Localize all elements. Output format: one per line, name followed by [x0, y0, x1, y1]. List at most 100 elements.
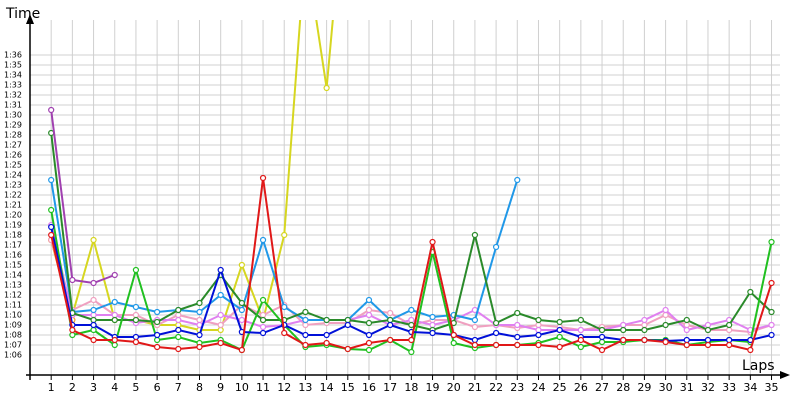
- data-point: [132, 316, 140, 324]
- data-point: [768, 308, 775, 316]
- x-tick-label: 16: [362, 381, 376, 394]
- x-tick-label: 7: [175, 381, 182, 394]
- x-tick-label: 11: [256, 381, 270, 394]
- x-tick-label: 33: [722, 381, 736, 394]
- data-point: [577, 336, 584, 344]
- data-point: [238, 346, 245, 354]
- x-tick-label: 28: [616, 381, 630, 394]
- x-tick-label: 32: [701, 381, 715, 394]
- y-tick-label: 1:21: [4, 201, 22, 210]
- data-point: [598, 326, 606, 334]
- data-point: [323, 316, 330, 324]
- data-point: [323, 331, 330, 339]
- data-point: [493, 341, 500, 349]
- data-point: [726, 336, 733, 344]
- y-tick-label: 1:33: [4, 81, 22, 90]
- data-point: [493, 319, 500, 327]
- data-point: [408, 306, 415, 314]
- data-point: [620, 326, 627, 334]
- data-point: [387, 316, 394, 324]
- data-point: [768, 331, 775, 339]
- data-point: [726, 321, 733, 329]
- y-tick-label: 1:14: [4, 271, 22, 280]
- data-point: [344, 316, 351, 324]
- y-axis-label: Time: [5, 6, 40, 22]
- data-point: [281, 231, 288, 239]
- data-point: [662, 311, 669, 319]
- data-point: [408, 316, 415, 324]
- data-point: [556, 343, 563, 351]
- data-point: [620, 321, 627, 329]
- data-point: [90, 321, 97, 329]
- data-point: [471, 341, 479, 349]
- data-point: [768, 238, 775, 246]
- x-tick-label: 9: [217, 381, 224, 394]
- x-tick-label: 23: [510, 381, 524, 394]
- y-tick-label: 1:12: [4, 291, 22, 300]
- x-tick-label: 29: [637, 381, 651, 394]
- data-point: [196, 299, 203, 307]
- x-tick-label: 31: [680, 381, 694, 394]
- data-point: [514, 333, 521, 341]
- data-point: [175, 311, 182, 319]
- data-point: [90, 306, 97, 314]
- data-point: [704, 321, 712, 329]
- data-point: [175, 316, 182, 324]
- x-tick-label: 14: [320, 381, 334, 394]
- data-point: [387, 336, 394, 344]
- data-point: [217, 311, 224, 319]
- y-tick-label: 1:26: [4, 151, 22, 160]
- data-point: [111, 336, 118, 344]
- y-tick-label: 1:11: [4, 301, 22, 310]
- data-point: [726, 326, 733, 334]
- data-point: [259, 329, 267, 337]
- y-tick-label: 1:30: [4, 111, 22, 120]
- y-tick-label: 1:24: [4, 171, 22, 180]
- y-tick-label: 1:15: [4, 261, 22, 270]
- data-point: [387, 321, 394, 329]
- data-point: [535, 321, 542, 329]
- data-point: [196, 331, 203, 339]
- data-point: [302, 316, 309, 324]
- y-axis-arrow: [26, 14, 34, 24]
- data-point: [69, 276, 76, 284]
- data-point: [450, 331, 457, 339]
- data-point: [132, 333, 140, 341]
- data-point: [154, 336, 161, 344]
- x-tick-label: 30: [659, 381, 673, 394]
- data-point: [175, 321, 182, 329]
- y-tick-label: 1:10: [4, 311, 22, 320]
- y-tick-label: 1:35: [4, 61, 22, 70]
- data-point: [238, 306, 245, 314]
- data-point: [493, 243, 500, 251]
- data-point: [450, 339, 457, 347]
- data-point: [471, 336, 479, 344]
- data-point: [196, 343, 203, 351]
- data-point: [90, 316, 97, 324]
- y-tick-label: 1:06: [4, 351, 22, 360]
- x-tick-label: 8: [196, 381, 203, 394]
- y-tick-label: 1:31: [4, 101, 22, 110]
- data-point: [556, 318, 563, 326]
- data-point: [238, 316, 245, 324]
- data-point: [408, 336, 415, 344]
- data-point: [111, 341, 118, 349]
- data-point: [132, 303, 140, 311]
- data-point: [768, 279, 775, 287]
- data-point: [90, 311, 97, 319]
- data-point: [365, 306, 373, 314]
- x-tick-label: 35: [765, 381, 779, 394]
- data-point: [90, 326, 97, 334]
- data-point: [726, 341, 733, 349]
- data-point: [281, 329, 288, 337]
- data-point: [323, 339, 330, 347]
- data-point: [365, 346, 373, 354]
- y-tick-label: 1:22: [4, 191, 22, 200]
- data-point: [365, 331, 373, 339]
- x-tick-label: 17: [383, 381, 397, 394]
- x-axis-arrow: [780, 371, 790, 379]
- data-point: [365, 296, 373, 304]
- data-point: [429, 321, 436, 329]
- y-tick-label: 1:19: [4, 221, 22, 230]
